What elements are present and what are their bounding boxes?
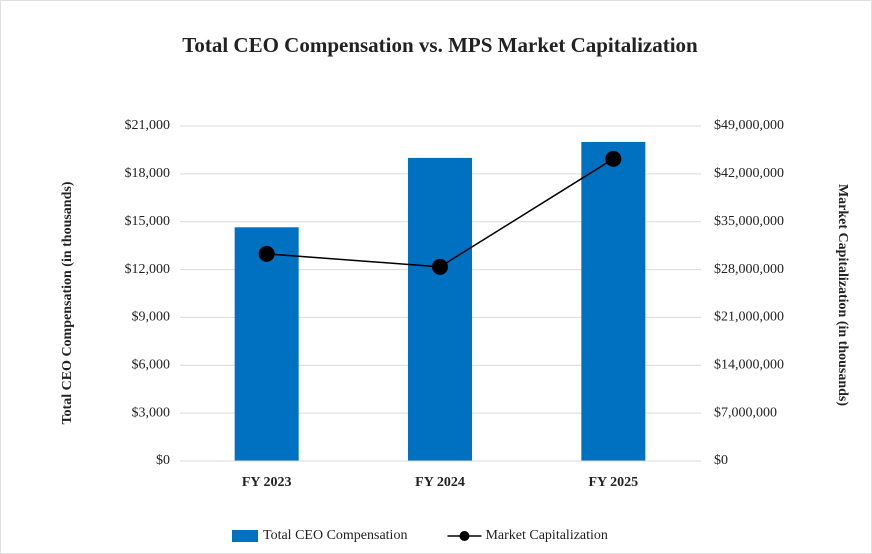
y-tick-label: $3,000	[132, 405, 171, 420]
x-tick-label: FY 2024	[415, 475, 465, 490]
bar	[234, 227, 299, 461]
y2-tick-label: $14,000,000	[714, 358, 784, 373]
legend-label: Market Capitalization	[485, 528, 607, 543]
y2-tick-label: $35,000,000	[714, 214, 784, 229]
y2-tick-label: $7,000,000	[714, 405, 777, 420]
x-tick-label: FY 2023	[242, 475, 292, 490]
x-tick-label: FY 2025	[589, 475, 639, 490]
y2-tick-label: $0	[714, 453, 728, 468]
y2-tick-label: $28,000,000	[714, 262, 784, 277]
line-marker	[605, 150, 622, 167]
y2-tick-label: $21,000,000	[714, 310, 784, 325]
line-marker	[258, 245, 275, 262]
y-tick-label: $12,000	[125, 262, 171, 277]
y-tick-label: $6,000	[132, 358, 171, 373]
y-tick-label: $9,000	[132, 310, 171, 325]
y-tick-label: $21,000	[125, 118, 171, 133]
bar	[581, 141, 646, 461]
y-tick-label: $15,000	[125, 214, 171, 229]
bar	[408, 157, 472, 461]
y2-axis-title: Market Capitalization (in thousands)	[835, 184, 850, 406]
y2-tick-label: $42,000,000	[714, 166, 784, 181]
legend-label: Total CEO Compensation	[263, 528, 407, 543]
legend-swatch	[232, 530, 258, 542]
chart-title: Total CEO Compensation vs. MPS Market Ca…	[182, 33, 698, 57]
y-axis-title: Total CEO Compensation (in thousands)	[60, 181, 75, 424]
y2-tick-label: $49,000,000	[714, 118, 784, 133]
line-marker	[432, 258, 448, 275]
y-tick-label: $0	[156, 453, 170, 468]
legend-swatch	[459, 531, 470, 541]
y-tick-label: $18,000	[125, 166, 171, 181]
